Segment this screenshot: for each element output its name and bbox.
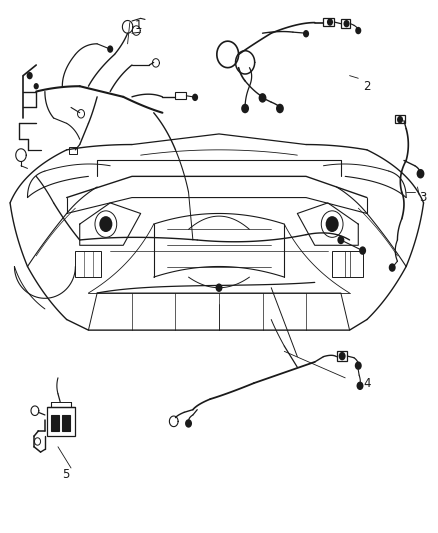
Circle shape: [107, 45, 113, 53]
Bar: [62, 415, 70, 431]
Bar: [51, 415, 59, 431]
Circle shape: [258, 93, 266, 103]
Bar: [69, 147, 77, 154]
Circle shape: [355, 27, 361, 34]
Text: 3: 3: [419, 191, 426, 204]
Circle shape: [397, 116, 403, 123]
Circle shape: [241, 104, 249, 114]
Circle shape: [355, 361, 362, 370]
Circle shape: [417, 169, 424, 179]
Circle shape: [192, 94, 198, 101]
Bar: [332, 251, 363, 277]
Circle shape: [359, 246, 366, 255]
Bar: [47, 407, 75, 436]
Text: 5: 5: [62, 468, 70, 481]
Circle shape: [276, 104, 284, 114]
Text: 1: 1: [135, 19, 142, 32]
Text: 4: 4: [363, 377, 371, 390]
Circle shape: [27, 72, 33, 79]
Bar: [176, 92, 186, 100]
Circle shape: [339, 352, 346, 360]
Circle shape: [357, 382, 364, 390]
Bar: [323, 18, 334, 26]
Circle shape: [303, 30, 309, 37]
Bar: [336, 351, 347, 361]
Circle shape: [325, 216, 339, 232]
Circle shape: [99, 216, 113, 232]
Circle shape: [337, 236, 344, 244]
Circle shape: [215, 284, 223, 292]
Circle shape: [343, 20, 350, 27]
Circle shape: [389, 263, 396, 272]
Circle shape: [327, 18, 333, 26]
Circle shape: [185, 419, 192, 427]
Text: 2: 2: [363, 80, 371, 93]
Bar: [395, 115, 405, 123]
Circle shape: [34, 83, 39, 90]
Bar: [341, 19, 350, 28]
Bar: [75, 251, 102, 277]
